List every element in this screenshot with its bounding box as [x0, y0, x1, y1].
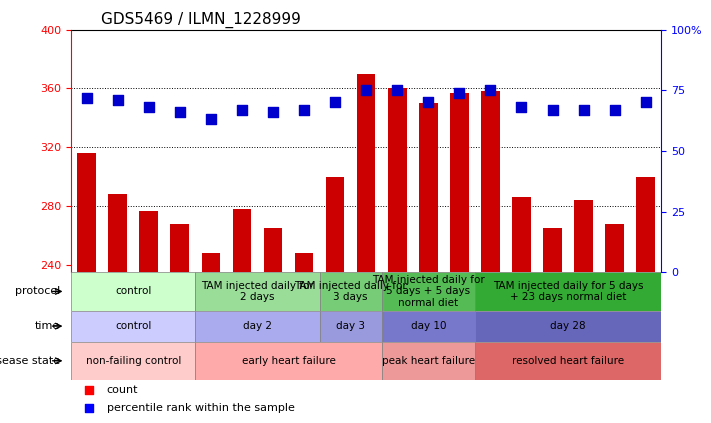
- Bar: [450, 93, 469, 423]
- Bar: [201, 253, 220, 423]
- Bar: [512, 197, 531, 423]
- Bar: [77, 153, 96, 423]
- Point: [515, 104, 527, 111]
- Bar: [419, 103, 437, 423]
- Point: [329, 99, 341, 106]
- Point: [578, 106, 589, 113]
- Point: [392, 87, 403, 93]
- Text: percentile rank within the sample: percentile rank within the sample: [107, 403, 294, 412]
- FancyBboxPatch shape: [382, 342, 475, 380]
- Text: peak heart failure: peak heart failure: [382, 356, 475, 366]
- Bar: [139, 211, 158, 423]
- FancyBboxPatch shape: [475, 342, 661, 380]
- Text: control: control: [115, 286, 151, 297]
- Text: TAM injected daily for
2 days: TAM injected daily for 2 days: [201, 280, 314, 302]
- Point: [422, 99, 434, 106]
- Point: [143, 104, 154, 111]
- FancyBboxPatch shape: [475, 272, 661, 310]
- Text: non-failing control: non-failing control: [85, 356, 181, 366]
- Bar: [357, 74, 375, 423]
- Bar: [232, 209, 251, 423]
- Point: [360, 87, 372, 93]
- FancyBboxPatch shape: [382, 272, 475, 310]
- Bar: [605, 224, 624, 423]
- Point: [205, 116, 217, 123]
- Text: disease state: disease state: [0, 356, 60, 366]
- Text: TAM injected daily for
3 days: TAM injected daily for 3 days: [294, 280, 407, 302]
- Bar: [574, 200, 593, 423]
- Point: [454, 89, 465, 96]
- Text: day 3: day 3: [336, 321, 365, 331]
- Bar: [108, 195, 127, 423]
- Bar: [543, 228, 562, 423]
- Point: [81, 94, 92, 101]
- FancyBboxPatch shape: [382, 310, 475, 342]
- Point: [83, 404, 95, 411]
- FancyBboxPatch shape: [71, 342, 196, 380]
- Point: [609, 106, 620, 113]
- Point: [112, 96, 124, 103]
- Point: [236, 106, 247, 113]
- FancyBboxPatch shape: [196, 310, 319, 342]
- Point: [485, 87, 496, 93]
- Text: protocol: protocol: [15, 286, 60, 297]
- Text: early heart failure: early heart failure: [242, 356, 336, 366]
- Text: resolved heart failure: resolved heart failure: [512, 356, 624, 366]
- Point: [267, 109, 279, 115]
- FancyBboxPatch shape: [475, 310, 661, 342]
- FancyBboxPatch shape: [319, 310, 382, 342]
- Bar: [326, 177, 344, 423]
- Text: day 2: day 2: [243, 321, 272, 331]
- Text: control: control: [115, 321, 151, 331]
- Bar: [388, 88, 407, 423]
- Point: [299, 106, 310, 113]
- Bar: [171, 224, 189, 423]
- FancyBboxPatch shape: [71, 272, 196, 310]
- Bar: [264, 228, 282, 423]
- FancyBboxPatch shape: [196, 272, 319, 310]
- Point: [83, 387, 95, 394]
- Bar: [481, 91, 500, 423]
- FancyBboxPatch shape: [196, 342, 382, 380]
- Text: GDS5469 / ILMN_1228999: GDS5469 / ILMN_1228999: [101, 12, 301, 28]
- Text: TAM injected daily for 5 days
+ 23 days normal diet: TAM injected daily for 5 days + 23 days …: [493, 280, 643, 302]
- FancyBboxPatch shape: [71, 310, 196, 342]
- Point: [640, 99, 651, 106]
- Bar: [295, 253, 314, 423]
- Bar: [636, 177, 655, 423]
- Text: count: count: [107, 385, 138, 395]
- Text: TAM injected daily for
5 days + 5 days
normal diet: TAM injected daily for 5 days + 5 days n…: [372, 275, 485, 308]
- FancyBboxPatch shape: [319, 272, 382, 310]
- Point: [547, 106, 558, 113]
- Point: [174, 109, 186, 115]
- Text: day 10: day 10: [410, 321, 446, 331]
- Text: time: time: [35, 321, 60, 331]
- Text: day 28: day 28: [550, 321, 586, 331]
